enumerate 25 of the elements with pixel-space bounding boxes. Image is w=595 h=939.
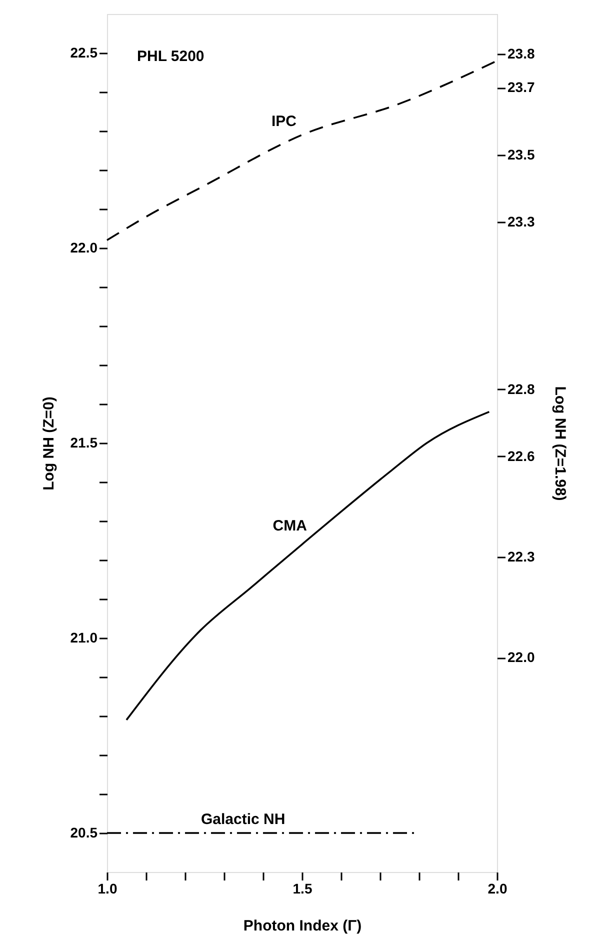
annotation: PHL 5200 [137,48,204,65]
series-label: IPC [271,112,297,130]
x-tick-label: 1.5 [292,880,312,896]
y2-tick-label: 22.6 [508,448,535,464]
y-tick-label: 20.5 [70,824,98,840]
line-series [126,410,490,721]
y2-tick-label: 23.7 [508,79,535,96]
y-axis-title: Log NH (Z=0) [40,396,58,490]
y2-tick-label: 22.0 [508,649,535,665]
series-label: Galactic NH [200,811,286,828]
series-label: CMA [272,518,308,535]
x-tick-label: 1.0 [98,880,118,896]
y2-tick-label: 22.3 [508,548,535,564]
y2-axis-title: Log NH (Z=1.98) [552,386,569,501]
y-tick-label: 22.0 [70,240,98,256]
y-tick-label: 21.5 [70,434,98,450]
y2-tick-label: 23.5 [508,146,535,162]
x-axis-title: Photon Index (Γ) [243,918,362,934]
y2-tick-label: 23.8 [508,46,535,62]
y-tick-label: 21.0 [70,630,98,646]
x-tick-label: 2.0 [488,880,508,896]
y2-tick-label: 23.3 [508,213,535,230]
line-series [106,60,498,242]
y-tick-label: 22.5 [70,44,98,60]
y2-tick-label: 22.8 [508,380,535,397]
